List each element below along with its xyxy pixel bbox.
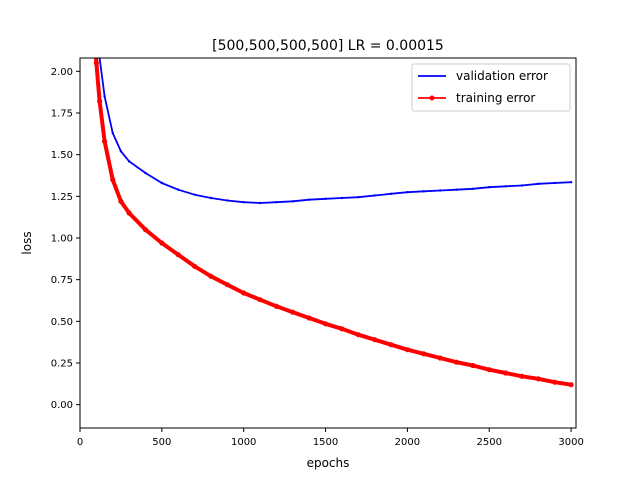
- y-tick-label: 0.50: [51, 317, 73, 328]
- legend-label-validation: validation error: [456, 69, 548, 83]
- legend-marker-training: [429, 95, 435, 101]
- data-point-training: [404, 347, 410, 353]
- data-point-validation: [537, 182, 540, 186]
- data-point-training: [241, 290, 247, 296]
- legend-box: [411, 63, 571, 112]
- data-point-training: [273, 303, 280, 309]
- data-point-training: [568, 382, 574, 388]
- data-point-training: [90, 19, 95, 24]
- data-point-training: [503, 370, 509, 376]
- data-point-training: [388, 342, 394, 348]
- data-point-training: [126, 210, 132, 216]
- data-point-training: [208, 273, 214, 279]
- x-tick-label: 3000: [558, 437, 583, 448]
- series-line-training: [93, 58, 574, 387]
- data-point-validation: [340, 196, 344, 200]
- data-point-training: [175, 252, 181, 258]
- data-point-validation: [422, 190, 425, 193]
- x-axis-label: epochs: [307, 456, 350, 470]
- y-tick-label: 0.25: [51, 359, 73, 370]
- data-point-validation: [455, 188, 458, 191]
- series-layer: [90, 19, 574, 388]
- data-point-validation: [193, 193, 196, 196]
- data-point-training: [470, 362, 476, 369]
- data-point-training: [306, 315, 312, 321]
- x-axis: 0 500 1000 1500 2000 2500 3000: [77, 428, 584, 448]
- y-tick-label: 0.75: [51, 275, 73, 286]
- data-point-training: [142, 227, 149, 233]
- data-point-training: [101, 138, 108, 144]
- legend: validation error training error: [411, 63, 571, 112]
- data-point-validation: [307, 198, 311, 201]
- data-point-training: [372, 337, 378, 343]
- y-tick-label: 2.00: [51, 67, 73, 78]
- data-point-validation: [144, 171, 147, 175]
- data-point-validation: [275, 200, 278, 204]
- x-tick-label: 2500: [477, 437, 502, 448]
- data-point-training: [453, 359, 460, 365]
- data-point-training: [519, 373, 525, 379]
- data-point-validation: [569, 180, 573, 184]
- data-point-validation: [291, 200, 295, 203]
- data-point-training: [93, 60, 99, 66]
- data-point-validation: [406, 190, 409, 194]
- data-point-training: [339, 326, 345, 332]
- data-point-validation: [242, 200, 245, 204]
- y-tick-label: 1.00: [51, 234, 73, 245]
- data-point-training: [159, 240, 165, 246]
- data-point-training: [552, 379, 558, 385]
- data-point-validation: [520, 184, 524, 187]
- data-point-training: [437, 355, 443, 361]
- data-point-validation: [209, 196, 213, 200]
- data-point-training: [110, 177, 116, 183]
- data-point-training: [290, 309, 296, 315]
- data-point-training: [257, 297, 263, 303]
- data-point-training: [118, 198, 124, 204]
- data-point-validation: [119, 150, 123, 153]
- data-point-validation: [95, 37, 97, 39]
- y-axis-label: loss: [20, 231, 34, 254]
- y-axis: 0.00 0.25 0.50 0.75 1.00 1.25 1.50 1.75 2.00: [51, 67, 80, 411]
- data-point-training: [421, 351, 427, 357]
- data-point-validation: [389, 192, 393, 196]
- data-point-validation: [438, 189, 442, 192]
- y-tick-label: 0.00: [51, 400, 73, 411]
- data-point-validation: [373, 194, 376, 197]
- data-point-validation: [160, 181, 164, 185]
- x-tick-label: 1000: [231, 437, 256, 448]
- legend-label-training: training error: [456, 91, 535, 105]
- x-tick-label: 500: [152, 437, 171, 448]
- data-point-validation: [488, 185, 491, 189]
- data-point-validation: [258, 201, 262, 205]
- data-point-training: [224, 282, 230, 288]
- data-point-validation: [226, 199, 229, 202]
- data-point-validation: [504, 185, 507, 188]
- data-point-validation: [127, 160, 131, 163]
- x-tick-label: 0: [77, 437, 83, 448]
- data-point-validation: [177, 188, 180, 191]
- x-tick-label: 1500: [313, 437, 338, 448]
- data-point-training: [486, 367, 492, 373]
- data-point-training: [322, 321, 329, 327]
- data-point-validation: [357, 195, 360, 199]
- data-point-validation: [103, 95, 106, 98]
- series-line-validation: [98, 58, 572, 204]
- x-tick-label: 2000: [395, 437, 420, 448]
- y-tick-label: 1.75: [51, 109, 73, 120]
- data-point-validation: [471, 187, 475, 191]
- data-point-validation: [553, 181, 556, 185]
- y-tick-label: 1.25: [51, 192, 73, 203]
- data-point-training: [191, 263, 198, 269]
- plot-frame: [79, 57, 577, 429]
- data-point-training: [535, 376, 541, 382]
- y-tick-label: 1.50: [51, 150, 73, 161]
- chart-title: [500,500,500,500] LR = 0.00015: [212, 38, 444, 54]
- data-point-training: [97, 98, 103, 104]
- data-point-validation: [324, 197, 327, 201]
- data-point-validation: [111, 131, 114, 135]
- data-point-training: [355, 332, 361, 338]
